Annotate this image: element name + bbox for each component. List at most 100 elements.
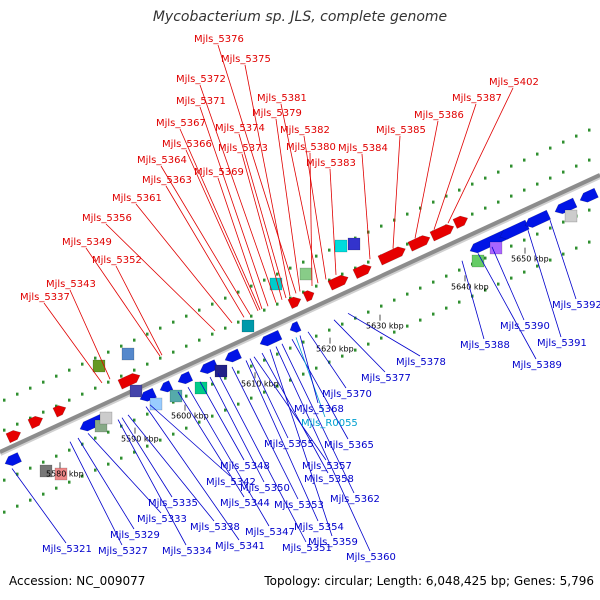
track-dot-1 (68, 398, 71, 402)
label-leader-line (209, 376, 265, 483)
track-dot-0 (380, 224, 383, 228)
label-leader-line (291, 338, 349, 440)
label-leader-line (269, 349, 333, 537)
track-dot-1 (588, 158, 591, 162)
track-dot-1 (3, 428, 6, 432)
gene-label-bottom: Mjls_5390 (500, 321, 550, 332)
label-leader-line (115, 265, 163, 356)
track-dot-0 (68, 368, 71, 372)
reverse-gene-arrow (499, 219, 530, 240)
track-dot-2 (211, 382, 214, 386)
gene-label-top: Mjls_5386 (414, 110, 464, 121)
feature-box (241, 319, 255, 333)
rna-label: Mjls_R0055 (301, 418, 358, 429)
track-dot-1 (510, 194, 513, 198)
track-dot-1 (29, 416, 32, 420)
track-dot-2 (172, 400, 175, 404)
track-dot-0 (328, 248, 331, 252)
track-dot-3 (172, 432, 175, 436)
track-dot-2 (68, 448, 71, 452)
label-leader-line (199, 84, 277, 303)
track-dot-0 (471, 182, 474, 186)
forward-gene-arrow (377, 246, 406, 266)
track-dot-2 (289, 346, 292, 350)
label-leader-line (491, 246, 525, 321)
gene-label-top: Mjls_5364 (137, 155, 187, 166)
feature-box (92, 359, 106, 373)
reverse-gene-arrow (289, 321, 302, 333)
label-leader-line (249, 358, 289, 439)
track-dot-1 (81, 392, 84, 396)
track-dot-0 (302, 260, 305, 264)
track-dot-0 (406, 212, 409, 216)
track-dot-2 (549, 226, 552, 230)
track-dot-0 (484, 176, 487, 180)
track-dot-0 (237, 290, 240, 294)
track-dot-0 (419, 206, 422, 210)
forward-gene-arrow (327, 274, 349, 291)
forward-gene-arrow (452, 215, 469, 229)
feature-box (564, 209, 578, 223)
track-dot-1 (354, 266, 357, 270)
track-dot-3 (55, 486, 58, 490)
gene-label-top: Mjls_5402 (489, 77, 539, 88)
track-dot-2 (42, 460, 45, 464)
gene-label-top: Mjls_5387 (452, 93, 502, 104)
track-dot-2 (588, 208, 591, 212)
track-dot-3 (224, 408, 227, 412)
label-leader-line (217, 373, 307, 543)
track-dot-2 (432, 280, 435, 284)
track-dot-0 (120, 344, 123, 348)
track-dot-3 (159, 438, 162, 442)
tick-label: 5630 kbp (366, 322, 404, 331)
track-dot-3 (237, 402, 240, 406)
feature-box (149, 397, 163, 411)
track-dot-3 (146, 444, 149, 448)
track-dot-1 (250, 314, 253, 318)
track-dot-0 (276, 272, 279, 276)
track-dot-3 (562, 252, 565, 256)
track-dot-3 (94, 468, 97, 472)
track-dot-0 (29, 386, 32, 390)
track-dot-2 (185, 394, 188, 398)
track-dot-3 (29, 498, 32, 502)
gene-label-top: Mjls_5383 (306, 158, 356, 169)
track-dot-2 (406, 292, 409, 296)
gene-label-bottom: Mjls_5333 (137, 514, 187, 525)
track-dot-0 (16, 392, 19, 396)
track-dot-1 (562, 170, 565, 174)
forward-gene-arrow (407, 235, 431, 252)
track-dot-3 (419, 318, 422, 322)
track-dot-0 (393, 218, 396, 222)
track-dot-1 (198, 338, 201, 342)
track-dot-3 (393, 330, 396, 334)
gene-label-bottom: Mjls_5370 (322, 389, 372, 400)
label-leader-line (105, 223, 216, 332)
track-dot-2 (133, 418, 136, 422)
gene-label-top: Mjls_5374 (215, 123, 265, 134)
track-dot-2 (224, 376, 227, 380)
track-dot-3 (185, 426, 188, 430)
track-dot-3 (458, 300, 461, 304)
track-dot-1 (42, 410, 45, 414)
gene-label-top: Mjls_5375 (221, 54, 271, 65)
track-dot-1 (211, 332, 214, 336)
reverse-gene-arrow (177, 371, 194, 385)
reverse-gene-arrow (524, 209, 552, 228)
track-dot-0 (211, 302, 214, 306)
track-dot-2 (3, 478, 6, 482)
track-dot-3 (133, 450, 136, 454)
feature-box (489, 241, 503, 255)
feature-box (129, 384, 143, 398)
forward-gene-arrow (52, 405, 67, 418)
gene-label-top: Mjls_5376 (194, 34, 244, 45)
gene-label-bottom: Mjls_5327 (98, 546, 148, 557)
label-leader-line (244, 64, 291, 297)
track-dot-2 (16, 472, 19, 476)
gene-label-bottom: Mjls_5329 (110, 530, 160, 541)
track-dot-2 (523, 238, 526, 242)
label-leader-line (527, 230, 562, 338)
track-dot-1 (575, 164, 578, 168)
gene-label-bottom: Mjls_5355 (264, 439, 314, 450)
